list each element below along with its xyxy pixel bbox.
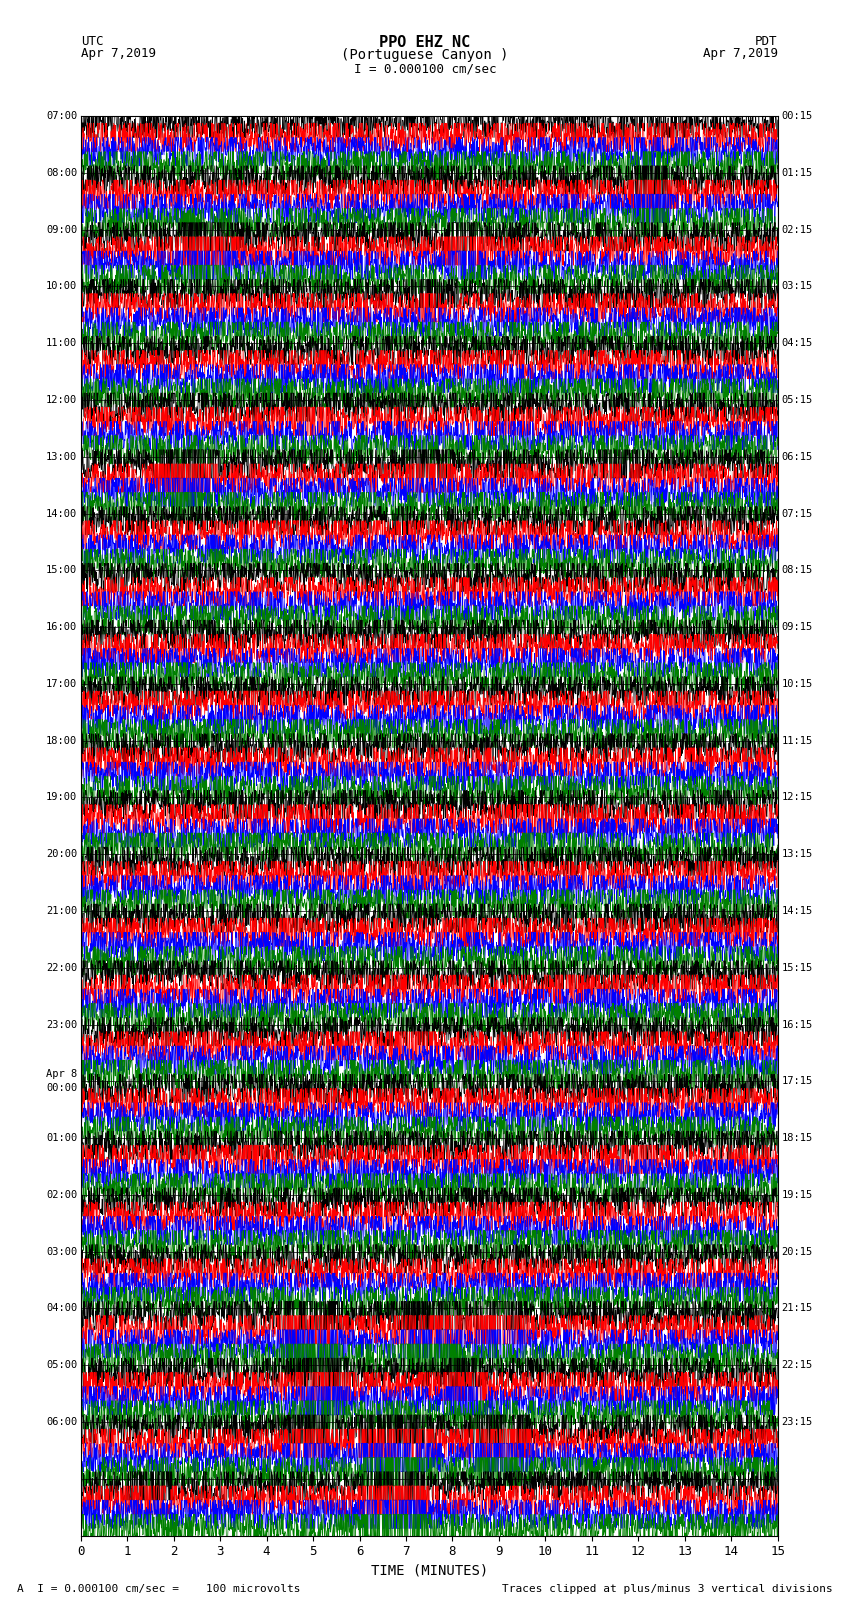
Text: UTC: UTC: [81, 35, 103, 48]
Text: 15:00: 15:00: [46, 566, 77, 576]
Text: 06:15: 06:15: [781, 452, 813, 461]
Text: 02:15: 02:15: [781, 224, 813, 234]
Text: 23:15: 23:15: [781, 1418, 813, 1428]
Text: I = 0.000100 cm/sec: I = 0.000100 cm/sec: [354, 63, 496, 76]
Text: 15:15: 15:15: [781, 963, 813, 973]
Text: PDT: PDT: [756, 35, 778, 48]
Text: 16:15: 16:15: [781, 1019, 813, 1029]
Text: 09:15: 09:15: [781, 623, 813, 632]
Text: 05:00: 05:00: [46, 1360, 77, 1369]
Text: 01:00: 01:00: [46, 1134, 77, 1144]
Text: 02:00: 02:00: [46, 1190, 77, 1200]
Text: Apr 8: Apr 8: [46, 1069, 77, 1079]
Text: 22:00: 22:00: [46, 963, 77, 973]
Text: 14:15: 14:15: [781, 907, 813, 916]
Text: 14:00: 14:00: [46, 508, 77, 518]
Text: 10:00: 10:00: [46, 282, 77, 292]
Text: 22:15: 22:15: [781, 1360, 813, 1369]
Text: 00:00: 00:00: [46, 1084, 77, 1094]
Text: 09:00: 09:00: [46, 224, 77, 234]
Text: (Portuguese Canyon ): (Portuguese Canyon ): [341, 48, 509, 63]
Text: 03:15: 03:15: [781, 282, 813, 292]
X-axis label: TIME (MINUTES): TIME (MINUTES): [371, 1565, 488, 1578]
Text: 08:15: 08:15: [781, 566, 813, 576]
Text: 12:15: 12:15: [781, 792, 813, 802]
Text: 11:15: 11:15: [781, 736, 813, 745]
Text: 13:15: 13:15: [781, 850, 813, 860]
Text: Apr 7,2019: Apr 7,2019: [703, 47, 778, 60]
Text: 16:00: 16:00: [46, 623, 77, 632]
Text: 01:15: 01:15: [781, 168, 813, 177]
Text: PPO EHZ NC: PPO EHZ NC: [379, 35, 471, 50]
Text: 04:00: 04:00: [46, 1303, 77, 1313]
Text: 17:15: 17:15: [781, 1076, 813, 1086]
Text: Traces clipped at plus/minus 3 vertical divisions: Traces clipped at plus/minus 3 vertical …: [502, 1584, 833, 1594]
Text: 18:00: 18:00: [46, 736, 77, 745]
Text: 10:15: 10:15: [781, 679, 813, 689]
Text: 07:15: 07:15: [781, 508, 813, 518]
Text: 12:00: 12:00: [46, 395, 77, 405]
Text: 11:00: 11:00: [46, 339, 77, 348]
Text: 13:00: 13:00: [46, 452, 77, 461]
Text: 17:00: 17:00: [46, 679, 77, 689]
Text: 05:15: 05:15: [781, 395, 813, 405]
Text: Apr 7,2019: Apr 7,2019: [81, 47, 156, 60]
Text: 21:00: 21:00: [46, 907, 77, 916]
Text: 18:15: 18:15: [781, 1134, 813, 1144]
Text: 06:00: 06:00: [46, 1418, 77, 1428]
Text: 19:15: 19:15: [781, 1190, 813, 1200]
Text: 21:15: 21:15: [781, 1303, 813, 1313]
Text: 08:00: 08:00: [46, 168, 77, 177]
Text: 19:00: 19:00: [46, 792, 77, 802]
Text: A  I = 0.000100 cm/sec =    100 microvolts: A I = 0.000100 cm/sec = 100 microvolts: [17, 1584, 301, 1594]
Text: 07:00: 07:00: [46, 111, 77, 121]
Text: 20:00: 20:00: [46, 850, 77, 860]
Text: 03:00: 03:00: [46, 1247, 77, 1257]
Text: 04:15: 04:15: [781, 339, 813, 348]
Text: 00:15: 00:15: [781, 111, 813, 121]
Text: 23:00: 23:00: [46, 1019, 77, 1029]
Text: 20:15: 20:15: [781, 1247, 813, 1257]
